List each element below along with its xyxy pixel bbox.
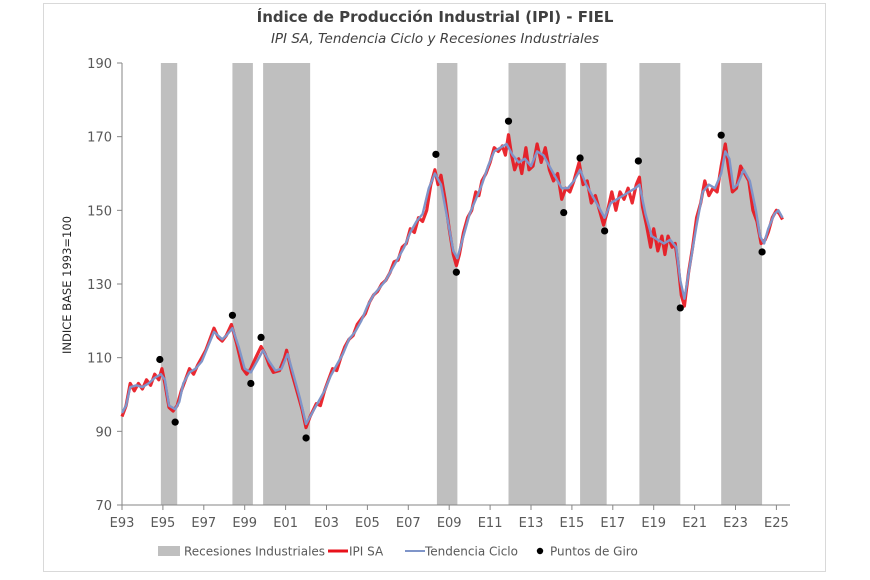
legend: Recesiones Industriales IPI SA Tendencia C… bbox=[158, 545, 638, 559]
x-tick-label: E25 bbox=[764, 516, 789, 531]
legend-item-recessions: Recesiones Industriales bbox=[158, 545, 325, 559]
y-tick-label: 70 bbox=[95, 499, 112, 514]
turning-point bbox=[432, 150, 440, 158]
x-tick-label: E11 bbox=[478, 516, 503, 531]
turning-point bbox=[257, 333, 265, 342]
x-tick-label: E23 bbox=[723, 516, 748, 531]
axes: 70 90 110 130 150 170 190 E93 E95 E97 E99 E01 E03 E05… bbox=[87, 57, 790, 531]
chart-subtitle: IPI SA, Tendencia Ciclo y Recesiones Ind… bbox=[270, 31, 600, 47]
recession-band bbox=[639, 63, 681, 505]
turning-point bbox=[576, 154, 584, 162]
turning-point bbox=[676, 304, 684, 312]
x-tick-label: E99 bbox=[232, 516, 257, 531]
x-tick-label: E09 bbox=[437, 516, 462, 531]
recession-band bbox=[580, 63, 607, 505]
recession-band bbox=[721, 63, 763, 505]
recession-band bbox=[436, 63, 458, 505]
legend-swatch-recessions bbox=[158, 546, 180, 556]
turning-point bbox=[601, 227, 609, 235]
y-tick-label: 170 bbox=[87, 131, 112, 146]
recession-band bbox=[160, 63, 178, 505]
turning-point bbox=[504, 117, 513, 125]
legend-item-turning: Puntos de Giro bbox=[536, 545, 638, 559]
x-tick-label: E17 bbox=[600, 516, 625, 531]
y-tick-label: 130 bbox=[87, 278, 112, 293]
x-tick-label: E03 bbox=[314, 516, 339, 531]
turning-point bbox=[302, 434, 310, 442]
legend-label-recessions: Recesiones Industriales bbox=[184, 545, 325, 559]
turning-point bbox=[560, 208, 568, 217]
x-tick-label: E97 bbox=[191, 516, 216, 531]
x-tick-label: E07 bbox=[396, 516, 421, 531]
y-tick-label: 190 bbox=[87, 57, 112, 72]
recession-bands bbox=[160, 63, 763, 505]
legend-label-turning: Puntos de Giro bbox=[550, 545, 638, 559]
trend-series bbox=[120, 142, 784, 426]
turning-point bbox=[634, 157, 642, 165]
x-tick-label: E21 bbox=[682, 516, 707, 531]
turning-point bbox=[171, 418, 179, 426]
y-axis-title: INDICE BASE 1993=100 bbox=[60, 216, 74, 354]
turning-point bbox=[247, 379, 255, 388]
recession-band bbox=[232, 63, 253, 505]
y-tick-label: 150 bbox=[87, 204, 112, 219]
legend-item-trend: Tendencia Ciclo bbox=[405, 545, 518, 559]
x-tick-label: E15 bbox=[560, 516, 585, 531]
x-tick-label: E95 bbox=[151, 516, 176, 531]
turning-point bbox=[452, 268, 460, 276]
turning-point bbox=[228, 311, 237, 319]
x-tick-label: E13 bbox=[519, 516, 544, 531]
legend-swatch-turning bbox=[536, 547, 544, 555]
recession-band bbox=[508, 63, 566, 505]
turning-point bbox=[156, 355, 164, 364]
turning-points bbox=[156, 117, 766, 442]
x-tick-label: E93 bbox=[110, 516, 135, 531]
legend-label-trend: Tendencia Ciclo bbox=[424, 545, 518, 559]
recession-band bbox=[263, 63, 311, 505]
legend-item-ipi: IPI SA bbox=[328, 545, 384, 559]
chart-title: Índice de Producción Industrial (IPI) - … bbox=[256, 8, 614, 26]
trend-line bbox=[120, 142, 784, 426]
x-tick-label: E05 bbox=[355, 516, 380, 531]
x-tick-label: E19 bbox=[641, 516, 666, 531]
y-tick-label: 110 bbox=[87, 352, 112, 367]
turning-point bbox=[758, 248, 766, 256]
legend-label-ipi: IPI SA bbox=[349, 545, 384, 559]
y-tick-label: 90 bbox=[95, 425, 112, 440]
turning-point bbox=[717, 131, 725, 139]
x-tick-label: E01 bbox=[273, 516, 298, 531]
